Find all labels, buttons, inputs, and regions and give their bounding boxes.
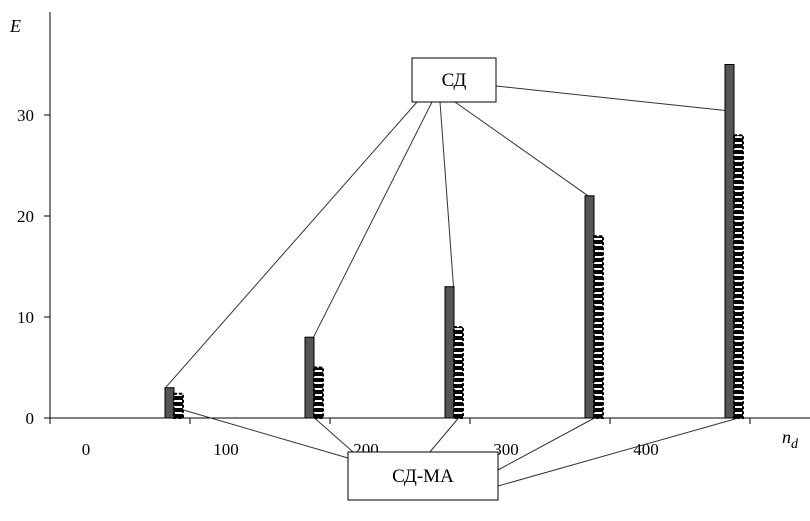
bar-sd-ma [593,235,604,419]
y-axis-label: E [9,16,21,36]
bar-sd [724,64,735,419]
callout-connectors [165,85,739,487]
x-tick-label: 0 [82,440,91,459]
y-tick-label: 30 [17,106,34,125]
x-axis-label: nd [782,427,799,452]
callout-label-sd-ma: СД-МА [392,466,454,487]
bar-sd [584,195,595,419]
bar-sd [304,336,315,419]
x-tick-label: 100 [213,440,239,459]
connector-sd-ma [497,417,739,487]
x-tick-label: 300 [493,440,519,459]
connector-sd [439,101,454,287]
callout-box-sd [411,57,497,103]
bars [164,64,744,420]
bar-sd [444,286,455,419]
y-tick-label: 10 [17,308,34,327]
bar-sd [164,387,175,419]
y-tick-label: 0 [26,409,35,428]
connector-sd-ma [182,409,349,459]
connector-sd [165,101,418,389]
callout-box-sd-ma [347,451,499,501]
connector-sd [313,101,433,338]
connector-sd-ma [497,417,595,471]
callout-label-sd: СД [442,70,467,91]
connector-sd [495,85,726,111]
bar-sd-ma [173,392,184,420]
bar-sd-ma [453,326,464,420]
connector-sd [454,101,590,198]
bar-sd-ma [313,366,324,419]
y-tick-label: 20 [17,207,34,226]
x-tick-label: 400 [633,440,659,459]
bar-sd-ma [733,134,744,419]
callouts: СД СД-МА [347,57,499,501]
